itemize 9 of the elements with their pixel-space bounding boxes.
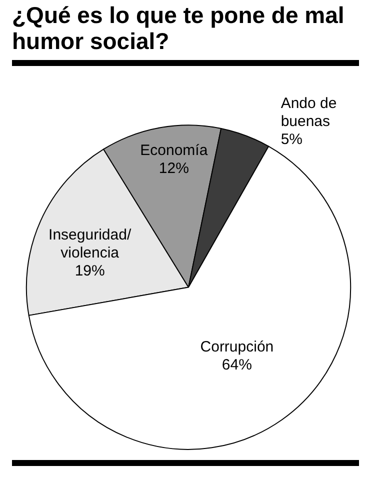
chart-title: ¿Qué es lo que te pone de mal humor social? xyxy=(12,2,346,54)
slice-label: Economía xyxy=(140,142,208,159)
data-label: 12% xyxy=(158,160,189,177)
slice-label: Ando de buenas xyxy=(280,94,341,130)
data-label: 19% xyxy=(74,262,105,280)
data-label: 5% xyxy=(280,130,302,148)
slice-label: Corrupción xyxy=(200,338,274,356)
data-label: 64% xyxy=(222,356,252,374)
slice-label: Inseguridad/violencia xyxy=(48,226,132,262)
